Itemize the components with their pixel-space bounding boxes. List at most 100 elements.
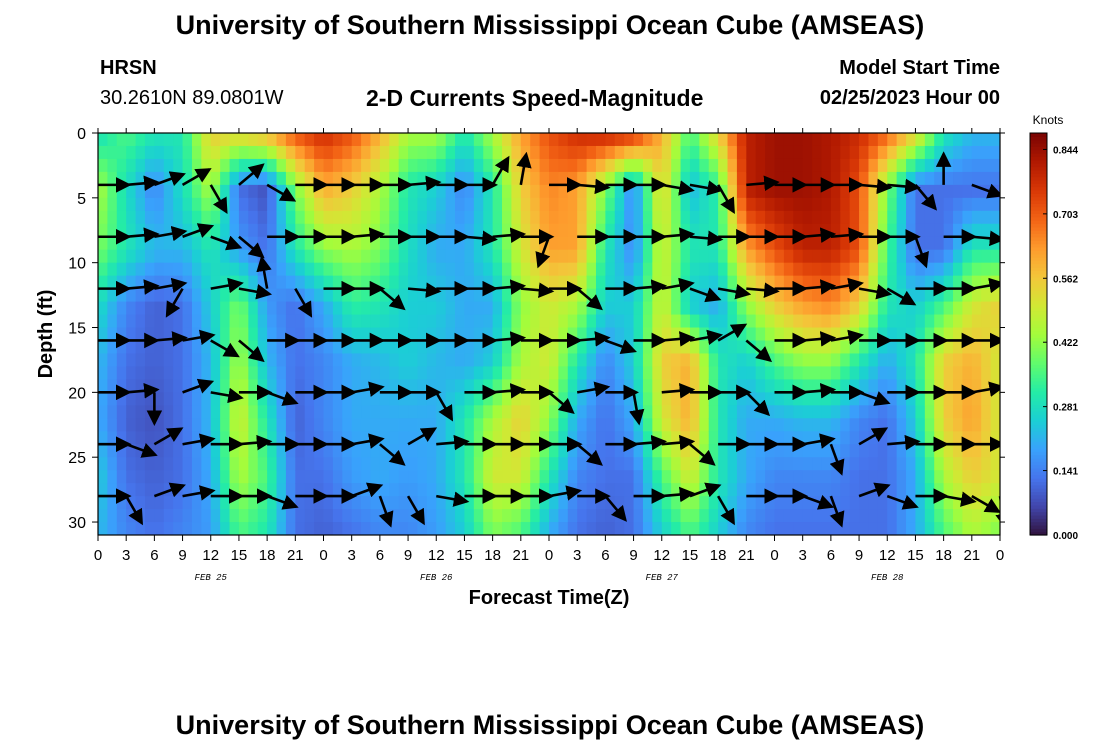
heat-cell <box>549 145 559 160</box>
heat-cell <box>887 457 898 471</box>
heat-cell <box>502 327 513 342</box>
heat-cell <box>981 470 992 484</box>
heat-cell <box>746 171 757 186</box>
heat-cell <box>633 457 644 471</box>
heat-cell <box>473 353 484 368</box>
heat-cell <box>483 171 494 186</box>
heat-cell <box>144 249 155 264</box>
heat-cell <box>558 366 569 380</box>
heat-cell <box>793 184 804 199</box>
heat-cell <box>201 275 212 290</box>
heat-cell <box>173 184 184 199</box>
heat-cell <box>652 353 663 368</box>
colorbar-segment <box>1030 226 1047 231</box>
heat-cell <box>887 522 898 535</box>
heat-cell <box>248 327 259 342</box>
colorbar-segment <box>1030 417 1047 422</box>
heat-cell <box>699 431 710 445</box>
heat-cell <box>436 262 447 277</box>
heat-cell <box>530 444 541 458</box>
heat-cell <box>144 366 155 380</box>
heat-cell <box>708 314 719 329</box>
heat-cell <box>276 431 287 445</box>
heat-cell <box>154 496 165 510</box>
heat-cell <box>238 483 249 497</box>
heat-cell <box>314 366 325 380</box>
heat-cell <box>464 509 475 523</box>
heat-cell <box>455 249 466 264</box>
heat-cell <box>154 522 165 535</box>
heat-cell <box>304 288 315 303</box>
heat-cell <box>727 301 738 316</box>
heat-cell <box>718 392 729 406</box>
heat-cell <box>577 353 588 368</box>
colorbar-segment <box>1030 139 1047 144</box>
heat-cell <box>887 145 898 160</box>
current-arrow <box>182 223 215 238</box>
heat-cell <box>257 327 268 342</box>
heat-cell <box>877 509 888 523</box>
heat-cell <box>849 392 860 406</box>
heat-cell <box>595 379 606 393</box>
colorbar-segment <box>1030 260 1047 265</box>
heat-cell <box>727 353 738 368</box>
heat-cell <box>595 522 606 535</box>
heat-cell <box>229 210 240 225</box>
heat-cell <box>718 145 729 160</box>
heat-cell <box>830 340 841 355</box>
heat-cell <box>210 145 221 160</box>
heat-cell <box>370 236 381 251</box>
heat-cell <box>257 444 268 458</box>
heat-cell <box>379 392 390 406</box>
heat-cell <box>483 431 494 445</box>
heat-cell <box>351 288 362 303</box>
heat-cell <box>98 457 108 471</box>
heat-cell <box>267 210 278 225</box>
heat-cell <box>502 496 513 510</box>
heat-cell <box>144 301 155 316</box>
heat-cell <box>98 392 108 406</box>
heat-cell <box>736 405 747 419</box>
heat-cell <box>295 145 306 160</box>
heat-cell <box>783 418 794 432</box>
heat-cell <box>445 327 456 342</box>
heat-cell <box>605 171 616 186</box>
heat-cell <box>812 197 823 212</box>
heat-cell <box>887 418 898 432</box>
heat-cell <box>304 327 315 342</box>
heat-cell <box>436 301 447 316</box>
heat-cell <box>379 275 390 290</box>
heat-cell <box>652 184 663 199</box>
heat-cell <box>126 457 137 471</box>
heat-cell <box>558 340 569 355</box>
heat-cell <box>163 340 174 355</box>
heat-cell <box>915 392 926 406</box>
heat-cell <box>295 223 306 238</box>
heat-cell <box>896 145 907 160</box>
heat-cell <box>821 158 832 173</box>
heat-cell <box>276 405 287 419</box>
heat-cell <box>173 249 184 264</box>
heat-cell <box>953 522 964 535</box>
heat-cell <box>774 184 785 199</box>
x-tick-label: 18 <box>710 547 727 564</box>
heat-cell <box>220 314 231 329</box>
heat-cell <box>220 301 231 316</box>
heat-cell <box>332 210 343 225</box>
heat-cell <box>539 340 550 355</box>
heat-cell <box>530 145 541 160</box>
heat-cell <box>840 405 851 419</box>
heat-cell <box>962 444 973 458</box>
heat-cell <box>774 405 785 419</box>
heat-cell <box>812 210 823 225</box>
heat-cell <box>783 184 794 199</box>
heat-cell <box>774 431 785 445</box>
heat-cell <box>351 314 362 329</box>
heat-cell <box>370 496 381 510</box>
heat-cell <box>191 366 202 380</box>
heat-cell <box>567 133 578 147</box>
heat-cell <box>126 470 137 484</box>
heat-cell <box>398 353 409 368</box>
heat-cell <box>511 366 522 380</box>
heat-cell <box>567 249 578 264</box>
